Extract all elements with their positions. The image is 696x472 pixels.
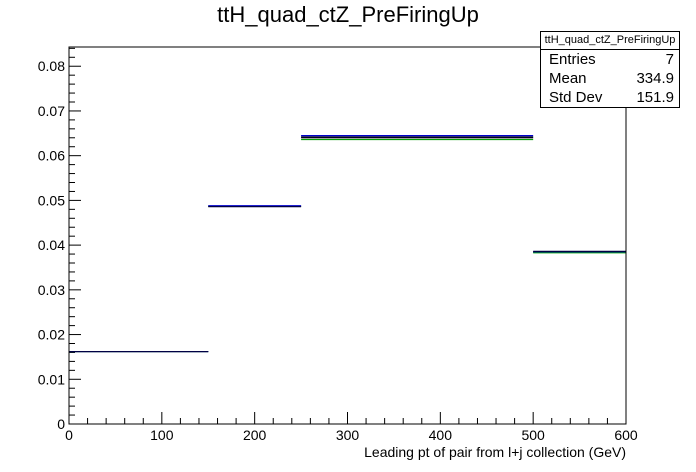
series-3: [69, 136, 626, 353]
y-axis: 0 0.01 0.02 0.03 0.04 0.05 0.06 0.07 0.08: [38, 47, 81, 432]
plot-frame: [68, 46, 627, 425]
x-tick-label: 0: [65, 427, 73, 443]
x-axis: 0 100 200 300 400 500 600: [65, 412, 638, 443]
chart-title: ttH_quad_ctZ_PreFiringUp: [217, 2, 479, 27]
stats-stddev-value: 151.9: [636, 89, 674, 106]
stats-entries-value: 7: [665, 51, 674, 68]
stats-box: ttH_quad_ctZ_PreFiringUp Entries 7 Mean …: [540, 31, 680, 108]
stats-title: ttH_quad_ctZ_PreFiringUp: [541, 32, 679, 50]
y-tick-label: 0: [57, 416, 65, 432]
y-tick-label: 0.06: [38, 148, 65, 164]
x-axis-label: Leading pt of pair from l+j collection (…: [364, 444, 626, 460]
x-tick-label: 100: [150, 427, 174, 443]
x-tick-label: 400: [429, 427, 453, 443]
x-tick-label: 200: [243, 427, 267, 443]
stats-mean-value: 334.9: [636, 70, 674, 87]
y-tick-label: 0.01: [38, 371, 65, 387]
series-2: [69, 134, 626, 353]
stats-row-stddev: Std Dev 151.9: [541, 88, 679, 107]
y-tick-label: 0.08: [38, 58, 65, 74]
stats-row-mean: Mean 334.9: [541, 69, 679, 88]
y-tick-label: 0.07: [38, 103, 65, 119]
x-tick-label: 300: [336, 427, 360, 443]
y-tick-label: 0.02: [38, 327, 65, 343]
y-tick-label: 0.05: [38, 192, 65, 208]
stats-entries-label: Entries: [549, 51, 596, 68]
series-1: [69, 138, 626, 353]
stats-row-entries: Entries 7: [541, 50, 679, 69]
series-layer: [69, 134, 626, 353]
stats-mean-label: Mean: [549, 70, 587, 87]
y-tick-label: 0.03: [38, 282, 65, 298]
stats-stddev-label: Std Dev: [549, 89, 603, 106]
y-tick-label: 0.04: [38, 237, 65, 253]
series-0: [69, 137, 626, 353]
x-tick-label: 600: [614, 427, 638, 443]
x-tick-label: 500: [521, 427, 545, 443]
